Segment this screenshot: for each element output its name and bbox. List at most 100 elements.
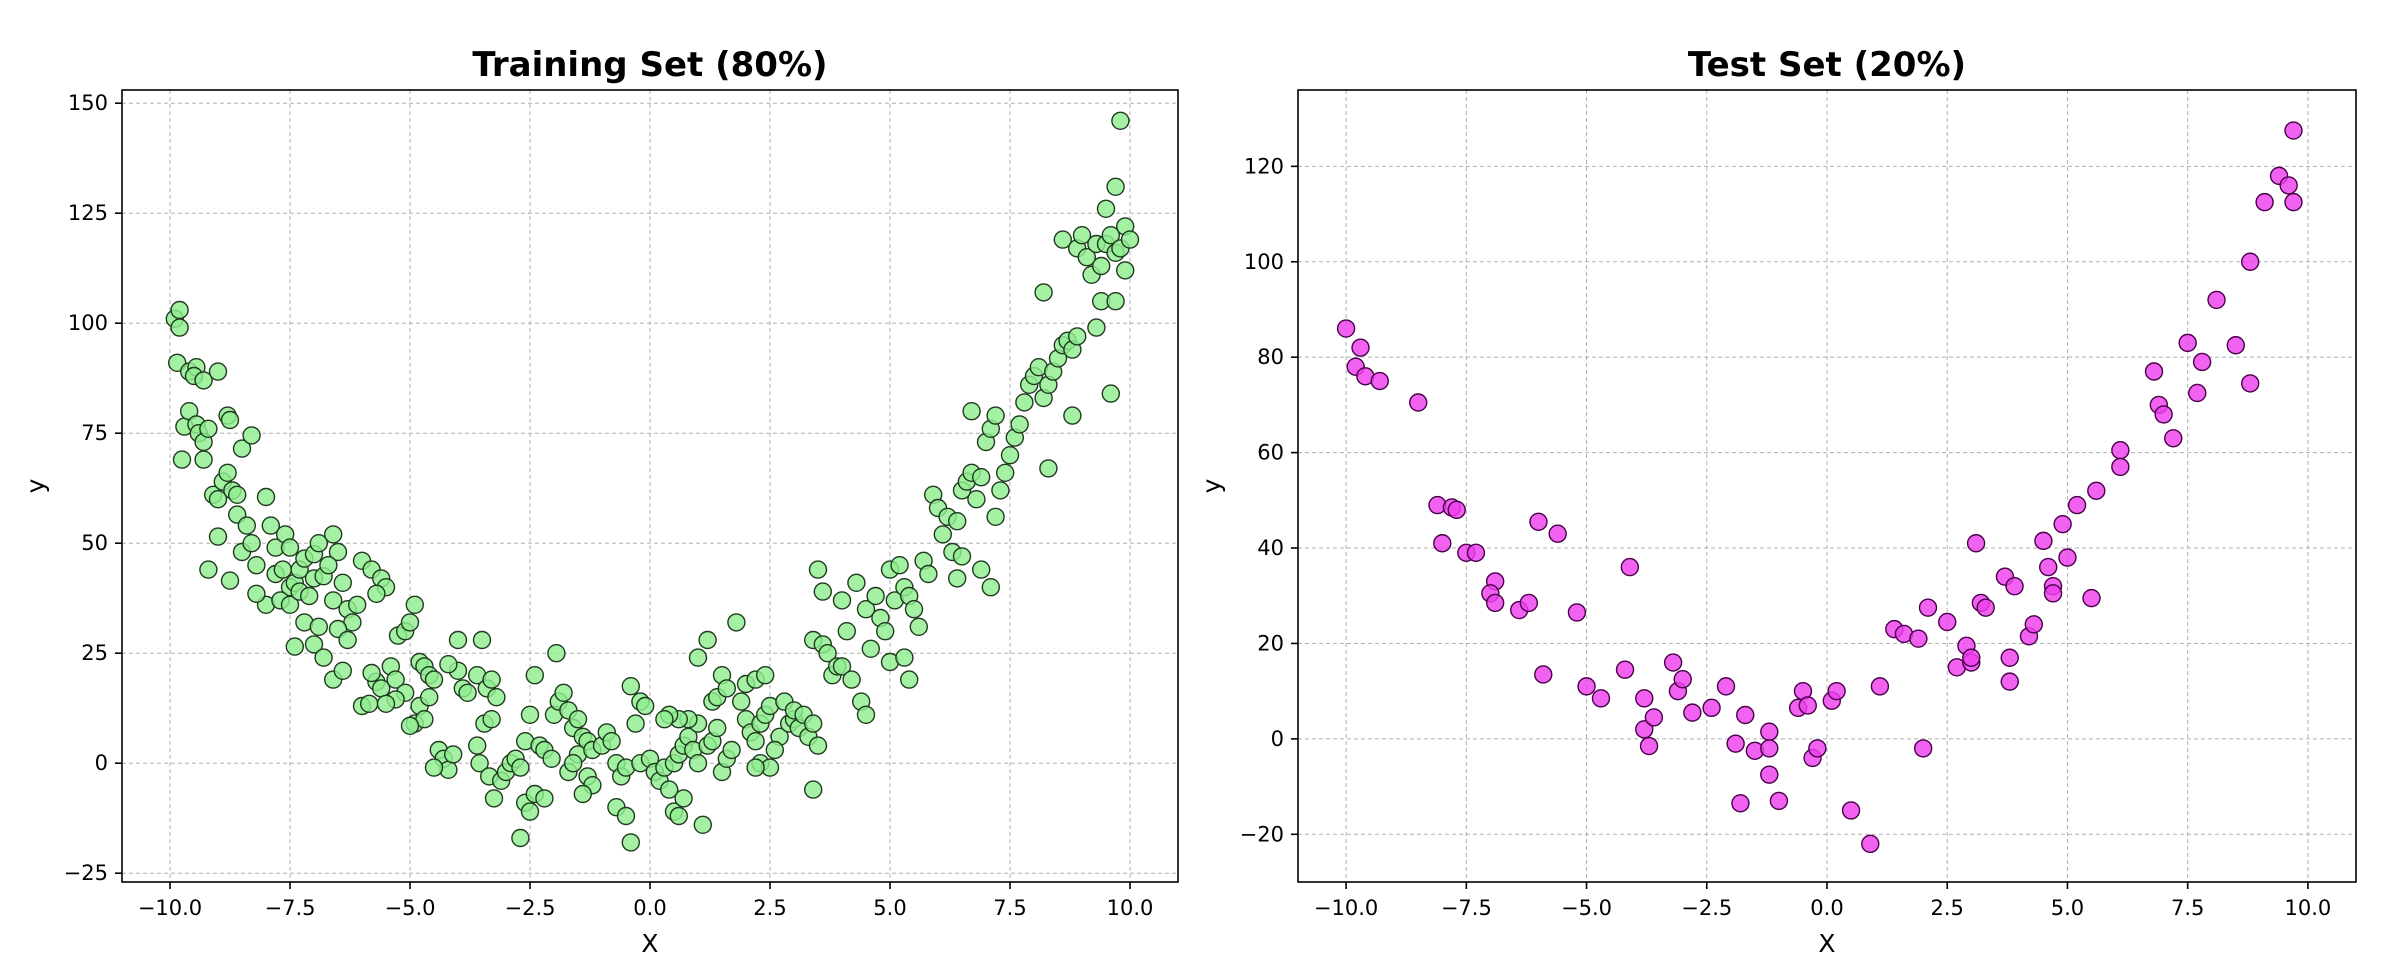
data-point xyxy=(2000,672,2019,691)
data-point xyxy=(333,661,352,680)
data-point xyxy=(948,512,967,531)
data-point xyxy=(1091,256,1111,276)
data-point xyxy=(285,637,304,656)
data-point xyxy=(986,406,1005,425)
data-point xyxy=(948,569,967,588)
data-point xyxy=(2082,588,2101,608)
data-point xyxy=(1683,703,1702,722)
data-point xyxy=(1466,543,1486,562)
data-point xyxy=(2000,648,2019,667)
data-point xyxy=(1120,230,1140,249)
data-point xyxy=(242,534,261,553)
data-point xyxy=(2024,615,2043,634)
data-point xyxy=(1726,734,1745,753)
data-point xyxy=(952,547,972,566)
chart-title: Test Set (20%) xyxy=(1688,45,1966,85)
data-point xyxy=(1870,677,1890,696)
data-point xyxy=(386,670,405,689)
data-point xyxy=(722,740,741,760)
x-tick-label: 0.0 xyxy=(633,896,666,920)
data-point xyxy=(2058,548,2077,567)
data-point xyxy=(348,595,367,614)
data-point xyxy=(856,705,876,724)
data-point xyxy=(1548,524,1567,543)
data-point xyxy=(1913,739,1933,758)
data-point xyxy=(309,534,328,553)
data-point xyxy=(511,758,530,777)
data-point xyxy=(1096,199,1116,219)
data-point xyxy=(1087,318,1106,337)
data-point xyxy=(273,560,292,579)
data-point xyxy=(972,468,991,487)
data-point xyxy=(280,595,300,614)
data-point xyxy=(895,648,914,667)
data-point xyxy=(1808,739,1827,758)
data-point xyxy=(2154,405,2173,424)
data-point xyxy=(1529,512,1548,531)
data-point xyxy=(765,740,784,760)
x-tick-label: 7.5 xyxy=(2171,896,2204,920)
data-point xyxy=(1938,612,1957,632)
data-point xyxy=(991,481,1010,500)
data-point xyxy=(448,630,468,650)
data-point xyxy=(2164,429,2183,448)
data-point xyxy=(360,694,379,713)
data-point xyxy=(2111,457,2130,477)
data-point xyxy=(1798,696,1817,715)
data-point xyxy=(1077,248,1097,267)
data-point xyxy=(1976,598,1995,617)
y-tick-label: 150 xyxy=(68,91,108,115)
x-tick-label: 7.5 xyxy=(993,896,1026,920)
data-point xyxy=(900,670,919,689)
chart-title: Training Set (80%) xyxy=(472,45,827,85)
y-tick-label: 25 xyxy=(81,641,108,665)
data-point xyxy=(2279,176,2298,195)
data-point xyxy=(1039,459,1058,478)
data-point xyxy=(856,600,876,619)
data-point xyxy=(1731,794,1750,813)
data-point xyxy=(986,507,1005,526)
x-tick-label: −10.0 xyxy=(138,896,202,920)
data-point xyxy=(1620,557,1640,577)
data-point xyxy=(1485,593,1505,613)
data-point xyxy=(511,828,530,848)
data-point xyxy=(424,670,444,689)
data-point xyxy=(1015,393,1034,412)
data-point xyxy=(756,666,775,685)
y-tick-label: 100 xyxy=(68,311,108,335)
y-tick-label: 80 xyxy=(1257,345,1284,369)
data-point xyxy=(470,754,489,773)
x-tick-label: 5.0 xyxy=(2051,896,2084,920)
data-point xyxy=(1673,670,1692,689)
data-point xyxy=(482,710,501,729)
data-point xyxy=(242,426,261,445)
data-point xyxy=(1111,111,1130,131)
data-point xyxy=(746,758,765,777)
data-point xyxy=(542,749,561,768)
data-point xyxy=(1063,406,1082,425)
data-point xyxy=(1841,801,1861,820)
data-point xyxy=(669,806,688,826)
data-point xyxy=(405,595,424,614)
data-point xyxy=(804,714,823,733)
data-point xyxy=(2067,495,2087,515)
data-point xyxy=(319,556,338,575)
data-point xyxy=(2043,584,2063,603)
data-point xyxy=(2284,192,2303,212)
data-point xyxy=(1034,283,1053,302)
data-point xyxy=(2053,514,2072,534)
data-point xyxy=(367,584,386,603)
data-point xyxy=(1519,593,1539,613)
data-point xyxy=(554,683,573,702)
data-point xyxy=(1370,371,1389,391)
data-point xyxy=(400,716,420,735)
data-point xyxy=(1115,261,1135,280)
data-point xyxy=(847,573,866,592)
x-tick-label: 2.5 xyxy=(1931,896,1964,920)
data-point xyxy=(660,780,679,799)
data-point xyxy=(1962,648,1981,667)
x-tick-label: −7.5 xyxy=(265,896,316,920)
data-point xyxy=(693,815,712,834)
y-tick-label: 40 xyxy=(1257,536,1284,560)
data-point xyxy=(1067,327,1087,346)
